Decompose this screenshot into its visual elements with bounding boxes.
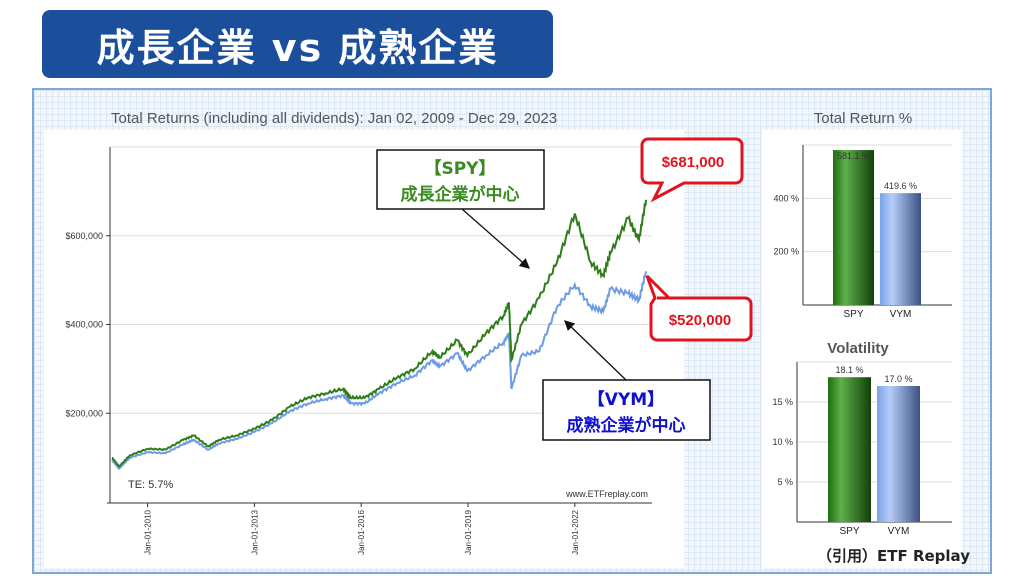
- vym-label-line1: 【VYM】: [588, 389, 664, 410]
- category-label: SPY: [839, 526, 859, 537]
- bar-spy: [833, 150, 874, 305]
- vym-final-callout: [645, 274, 753, 342]
- vym-final-value: $520,000: [669, 312, 732, 329]
- y-tick-label: 5 %: [777, 477, 793, 487]
- x-tick-label: Jan-01-2022: [571, 509, 580, 554]
- spy-final-callout: [640, 137, 744, 203]
- spy-label-line1: 【SPY】: [424, 158, 495, 179]
- volatility-title: Volatility: [827, 340, 889, 357]
- main-chart-title: Total Returns (including all dividends):…: [111, 110, 557, 127]
- y-tick-label: $400,000: [65, 320, 103, 330]
- page-title: 成長企業 vs 成熟企業: [96, 25, 499, 70]
- bar-spy: [828, 377, 871, 522]
- series-line-vym: [111, 271, 647, 470]
- vym-label-box: [542, 379, 711, 441]
- y-tick-label: 10 %: [772, 437, 793, 447]
- spy-label-line2: 成長企業が中心: [401, 184, 520, 205]
- data-label: 581.1 %: [837, 151, 870, 161]
- data-label: 419.6 %: [884, 181, 917, 191]
- y-tick-label: $600,000: [65, 231, 103, 241]
- vym-label-line2: 成熟企業が中心: [567, 415, 686, 436]
- y-tick-label: 15 %: [772, 397, 793, 407]
- total-return-title: Total Return %: [814, 110, 912, 127]
- data-label: 17.0 %: [884, 374, 912, 384]
- data-label: 18.1 %: [835, 365, 863, 375]
- source-credit: （引用）ETF Replay: [817, 547, 970, 565]
- y-tick-label: 400 %: [773, 193, 799, 203]
- spy-arrow: [461, 208, 530, 269]
- spy-label-box: [376, 149, 545, 210]
- category-label: VYM: [888, 526, 910, 537]
- page-title-banner: 成長企業 vs 成熟企業: [42, 10, 553, 78]
- y-tick-label: 200 %: [773, 247, 799, 257]
- x-tick-label: Jan-01-2016: [357, 509, 366, 554]
- x-tick-label: Jan-01-2019: [464, 509, 473, 554]
- spy-final-value: $681,000: [662, 154, 725, 171]
- category-label: SPY: [843, 309, 863, 320]
- x-tick-label: Jan-01-2013: [250, 509, 259, 554]
- vym-arrow: [564, 320, 627, 381]
- watermark: www.ETFreplay.com: [565, 489, 648, 499]
- x-tick-label: Jan-01-2010: [144, 509, 153, 554]
- main-chart-panel: [44, 130, 684, 568]
- series-line-spy: [111, 199, 647, 468]
- bar-vym: [880, 193, 921, 305]
- category-label: VYM: [890, 309, 912, 320]
- te-annotation: TE: 5.7%: [128, 479, 173, 491]
- bar-vym: [877, 386, 920, 522]
- y-tick-label: $200,000: [65, 408, 103, 418]
